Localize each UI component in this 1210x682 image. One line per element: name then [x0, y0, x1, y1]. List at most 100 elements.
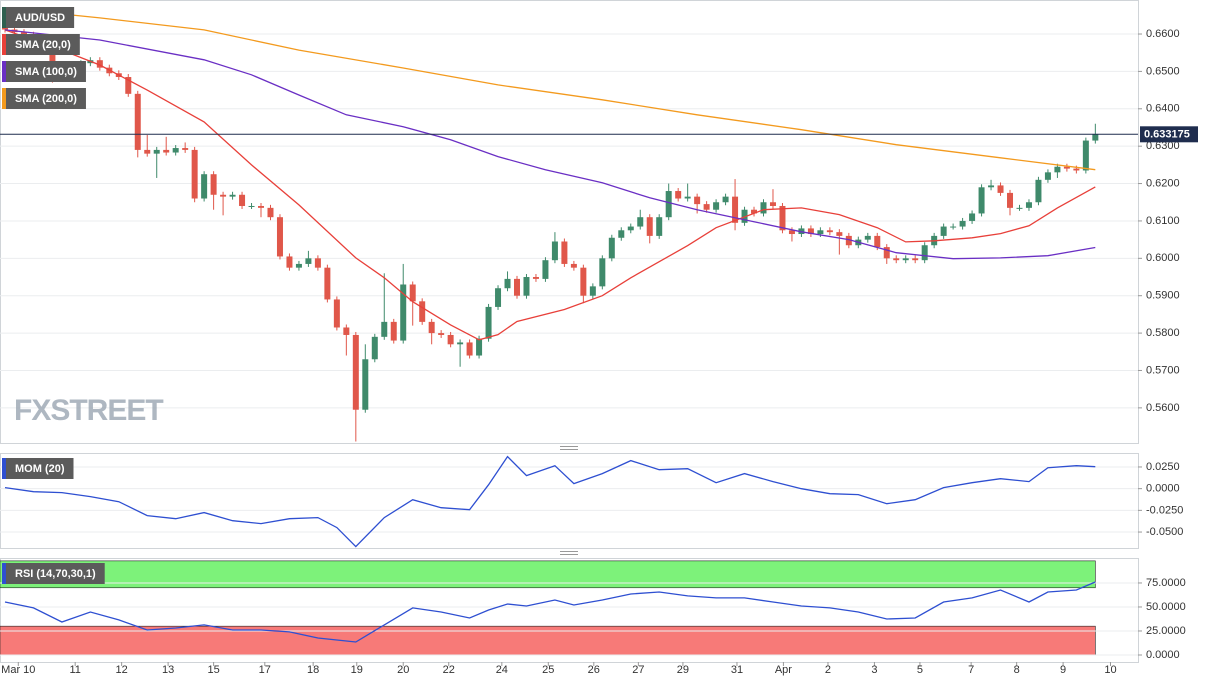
candle-body [229, 194, 236, 197]
candle-body [817, 230, 824, 235]
candle-body [504, 278, 511, 289]
candle-body [248, 205, 255, 207]
candle-body [997, 185, 1004, 193]
candle-body [1025, 202, 1032, 208]
candle-body [1044, 172, 1051, 180]
panel-frame [0, 0, 1139, 444]
legend-label: RSI (14,70,30,1) [15, 568, 96, 580]
series-line [4, 29, 1096, 341]
y-tick-label: 0.0000 [1146, 483, 1180, 495]
candle-body [978, 187, 985, 214]
candle-body [551, 241, 558, 261]
candle-body [172, 148, 179, 153]
candle-body [96, 60, 103, 68]
candle-body [589, 286, 596, 296]
x-tick-label: 25 [542, 664, 554, 676]
candle-body [125, 77, 132, 94]
last-price-label: 0.633175 [1144, 129, 1190, 141]
candle-body [144, 149, 151, 154]
candle-body [675, 191, 682, 199]
y-tick-label: 0.5900 [1146, 290, 1180, 302]
y-tick-label: 0.6300 [1146, 140, 1180, 152]
y-tick-label: 25.0000 [1146, 625, 1186, 637]
candle-body [276, 217, 283, 257]
candle-body [49, 45, 56, 76]
candle-body [703, 204, 710, 210]
series-line [4, 581, 1096, 643]
candle-body [1073, 168, 1080, 171]
candle-body [20, 32, 27, 35]
y-tick-label: 0.0250 [1146, 461, 1180, 473]
candle-body [400, 284, 407, 341]
candle-body [921, 245, 928, 261]
candle-body [134, 93, 141, 150]
candle-body [836, 232, 843, 236]
y-tick-label: 0.6000 [1146, 252, 1180, 264]
x-tick-label: 31 [731, 664, 743, 676]
x-tick-label: 17 [259, 664, 271, 676]
series-line [4, 455, 1096, 548]
candle-body [409, 284, 416, 302]
candle-body [950, 226, 957, 228]
candle-body [713, 202, 720, 210]
candle-body [599, 258, 606, 287]
x-tick-label: 29 [677, 664, 689, 676]
candle-body [959, 220, 966, 227]
candle-body [476, 338, 483, 356]
candle-body [637, 217, 644, 227]
candle-body [381, 321, 388, 337]
candle-body [466, 342, 473, 356]
legend-box [2, 61, 86, 82]
legend-swatch [2, 88, 6, 109]
candle-body [1007, 192, 1014, 208]
candle-body [163, 149, 170, 153]
candle-body [627, 226, 634, 231]
candle-body [2, 26, 9, 30]
x-tick-label: 2 [825, 664, 831, 676]
candle-body [343, 327, 350, 335]
candle-body [182, 148, 189, 150]
candle-body [722, 196, 729, 203]
y-tick-label: -0.0500 [1146, 526, 1183, 538]
legend-swatch [2, 61, 6, 82]
candle-body [845, 235, 852, 246]
candle-body [371, 336, 378, 360]
y-tick-label: 75.0000 [1146, 577, 1186, 589]
candle-body [419, 301, 426, 322]
x-tick-label: 5 [917, 664, 923, 676]
candle-body [665, 191, 672, 218]
candle-body [324, 267, 331, 300]
y-tick-label: 0.5700 [1146, 364, 1180, 376]
x-tick-label: 9 [1060, 664, 1066, 676]
series-line [4, 7, 1096, 171]
x-tick-label: 11 [69, 664, 80, 676]
panel-frame [0, 453, 1139, 549]
candle-body [788, 230, 795, 235]
candle-body [732, 196, 739, 223]
x-tick-label: 22 [443, 664, 455, 676]
y-tick-label: 0.0000 [1146, 649, 1180, 661]
candle-body [656, 217, 663, 236]
y-tick-label: 0.5800 [1146, 327, 1180, 339]
candle-body [1092, 134, 1099, 141]
candle-body [305, 258, 312, 264]
legend-box [2, 34, 80, 55]
candle-body [267, 207, 274, 218]
x-tick-label: Mar 10 [1, 664, 35, 676]
legend-swatch [2, 7, 6, 28]
y-tick-label: 0.6600 [1146, 28, 1180, 40]
candle-body [864, 235, 871, 240]
candle-body [495, 288, 502, 307]
candle-body [618, 230, 625, 238]
candle-body [940, 226, 947, 236]
candle-body [286, 256, 293, 268]
legend-label: AUD/USD [15, 12, 65, 24]
candle-body [883, 247, 890, 259]
x-tick-label: Apr [775, 664, 792, 676]
candle-body [153, 149, 160, 154]
legend-label: SMA (20,0) [15, 39, 71, 51]
candle-body [428, 321, 435, 334]
candle-body [760, 202, 767, 214]
y-tick-label: 0.5600 [1146, 402, 1180, 414]
candle-body [390, 321, 397, 341]
